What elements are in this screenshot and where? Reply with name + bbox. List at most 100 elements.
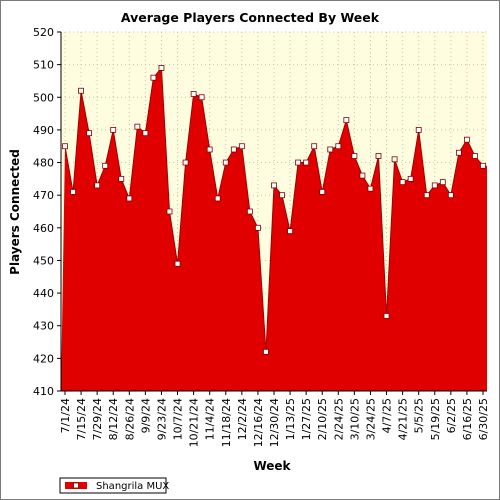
data-point (375, 153, 382, 159)
data-point (359, 172, 366, 179)
x-tick-label: 1/13/25 (284, 398, 297, 440)
data-point (255, 224, 261, 231)
x-tick-label: 8/12/24 (107, 398, 120, 440)
data-point (70, 189, 76, 195)
data-point (367, 185, 374, 192)
x-tick-label: 9/23/24 (155, 398, 168, 440)
legend: Shangrila MUX (59, 477, 169, 494)
data-point (158, 65, 165, 71)
x-tick-label: 10/7/24 (172, 398, 185, 440)
x-tick-label: 8/26/24 (123, 398, 136, 440)
data-point (150, 74, 157, 81)
x-tick-label: 9/9/24 (139, 398, 152, 433)
y-tick-label: 480 (33, 157, 54, 170)
x-tick-label: 4/7/25 (381, 398, 394, 433)
data-point (431, 182, 438, 189)
data-point (327, 146, 334, 153)
data-point (439, 179, 446, 186)
data-point (383, 313, 390, 319)
data-point (311, 143, 318, 150)
x-tick-label: 6/16/25 (461, 398, 474, 440)
y-tick-label: 440 (33, 287, 54, 300)
x-tick-label: 3/10/25 (348, 398, 361, 440)
data-point (335, 143, 342, 150)
y-tick-label: 410 (33, 385, 54, 398)
data-point (182, 159, 189, 166)
data-point (351, 153, 358, 159)
x-tick-label: 1/27/25 (300, 398, 313, 440)
y-tick-label: 500 (33, 91, 54, 104)
data-point (222, 159, 229, 166)
y-tick-label: 510 (33, 59, 54, 72)
data-point (407, 175, 414, 182)
y-axis-title: Players Connected (8, 149, 22, 275)
series-area (61, 67, 487, 392)
x-tick-label: 12/30/24 (268, 398, 281, 447)
chart-title: Average Players Connected By Week (121, 10, 380, 25)
y-tick-label: 430 (33, 320, 54, 333)
data-point (230, 146, 237, 153)
x-tick-label: 11/18/24 (220, 398, 233, 447)
x-tick-label: 3/24/25 (364, 398, 377, 440)
data-point (206, 146, 213, 153)
x-tick-label: 7/15/24 (75, 398, 88, 440)
x-tick-label: 6/30/25 (477, 398, 490, 440)
x-tick-label: 4/21/25 (397, 398, 410, 440)
x-axis-ticks: 7/1/24 7/15/24 7/29/24 8/12/24 8/26/24 9/9/24… (59, 391, 490, 447)
data-point (464, 136, 470, 143)
data-point (126, 195, 133, 202)
x-axis-title: Week (253, 459, 291, 473)
data-point (423, 192, 430, 199)
data-point (391, 156, 398, 163)
x-tick-label: 12/16/24 (252, 398, 265, 447)
x-tick-label: 2/10/25 (316, 398, 329, 440)
y-tick-label: 450 (33, 254, 54, 267)
data-point (198, 94, 205, 101)
x-tick-label: 6/2/25 (445, 398, 458, 433)
data-point (86, 130, 93, 137)
data-point (190, 91, 197, 97)
data-point (214, 195, 221, 202)
data-point (271, 182, 277, 189)
data-point (134, 123, 141, 130)
legend-box (59, 477, 167, 494)
data-point (303, 159, 310, 166)
data-point (295, 159, 302, 166)
legend-label: Shangrila MUX (96, 481, 169, 492)
y-tick-label: 490 (33, 124, 54, 137)
x-tick-label: 5/19/25 (429, 398, 442, 440)
data-point (110, 127, 117, 133)
data-points (62, 65, 486, 355)
data-point (62, 143, 68, 150)
data-point (94, 182, 101, 189)
data-point (238, 143, 245, 150)
y-tick-label: 460 (33, 222, 54, 235)
x-tick-label: 2/24/25 (332, 398, 345, 440)
data-point (78, 87, 84, 94)
data-point (343, 117, 350, 124)
y-tick-label: 420 (33, 352, 54, 365)
data-point (287, 228, 293, 234)
x-tick-label: 7/29/24 (91, 398, 104, 440)
x-tick-label: 10/21/24 (188, 398, 201, 447)
y-axis-ticks: 410 420 430 440 450 460 470 480 490 500 510 520 (33, 26, 61, 398)
y-tick-label: 520 (33, 26, 54, 39)
data-point (447, 192, 454, 199)
data-point (455, 149, 462, 156)
data-point (102, 162, 109, 169)
y-tick-label: 470 (33, 189, 54, 202)
data-point (142, 130, 149, 137)
data-point (166, 208, 173, 215)
data-point (415, 127, 422, 133)
data-point (263, 348, 269, 355)
x-tick-label: 5/5/25 (413, 398, 426, 433)
x-tick-label: 11/4/24 (204, 398, 217, 440)
legend-marker (73, 482, 79, 489)
data-point (319, 189, 326, 195)
data-point (174, 260, 181, 267)
data-point (399, 179, 406, 186)
x-tick-label: 12/2/24 (236, 398, 249, 440)
data-point (279, 192, 285, 199)
data-point (472, 153, 478, 159)
